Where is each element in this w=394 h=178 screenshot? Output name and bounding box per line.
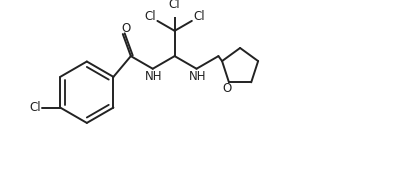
Text: NH: NH — [189, 70, 206, 83]
Text: O: O — [122, 22, 131, 35]
Text: Cl: Cl — [169, 0, 180, 11]
Text: Cl: Cl — [29, 101, 41, 114]
Text: Cl: Cl — [144, 10, 156, 23]
Text: Cl: Cl — [193, 10, 205, 23]
Text: NH: NH — [145, 70, 162, 83]
Text: O: O — [223, 82, 232, 95]
